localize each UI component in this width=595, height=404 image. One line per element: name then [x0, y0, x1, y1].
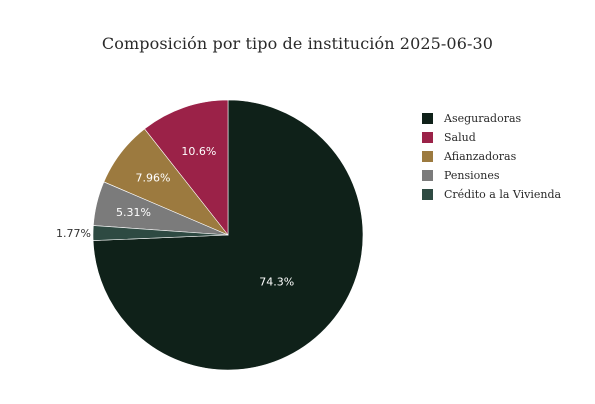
legend-swatch	[422, 132, 433, 143]
slice-label-aseguradoras: 74.3%	[259, 276, 294, 289]
chart-title: Composición por tipo de institución 2025…	[101, 34, 494, 53]
legend-item[interactable]: Pensiones	[422, 166, 561, 185]
legend-label: Crédito a la Vivienda	[444, 188, 562, 201]
slice-label-cr-dito-a-la-vivienda: 1.77%	[56, 227, 91, 240]
pie-slice-salud	[144, 99, 229, 236]
legend-item[interactable]: Crédito a la Vivienda	[422, 185, 561, 204]
slice-label-salud: 10.6%	[181, 145, 216, 158]
legend: Aseguradoras Salud Afianzadoras Pensiones Cr…	[422, 109, 561, 204]
legend-swatch	[422, 189, 433, 200]
slice-label-afianzadoras: 7.96%	[136, 171, 171, 184]
legend-label: Pensiones	[444, 169, 500, 182]
legend-item[interactable]: Afianzadoras	[422, 147, 561, 166]
legend-swatch	[422, 170, 433, 181]
legend-label: Salud	[444, 131, 476, 144]
legend-swatch	[422, 113, 433, 124]
pie-slice-cr-dito-a-la-vivienda	[92, 225, 229, 241]
legend-label: Afianzadoras	[444, 150, 517, 163]
legend-item[interactable]: Salud	[422, 128, 561, 147]
legend-label: Aseguradoras	[444, 112, 522, 125]
slice-label-pensiones: 5.31%	[116, 206, 151, 219]
legend-swatch	[422, 151, 433, 162]
legend-item[interactable]: Aseguradoras	[422, 109, 561, 128]
